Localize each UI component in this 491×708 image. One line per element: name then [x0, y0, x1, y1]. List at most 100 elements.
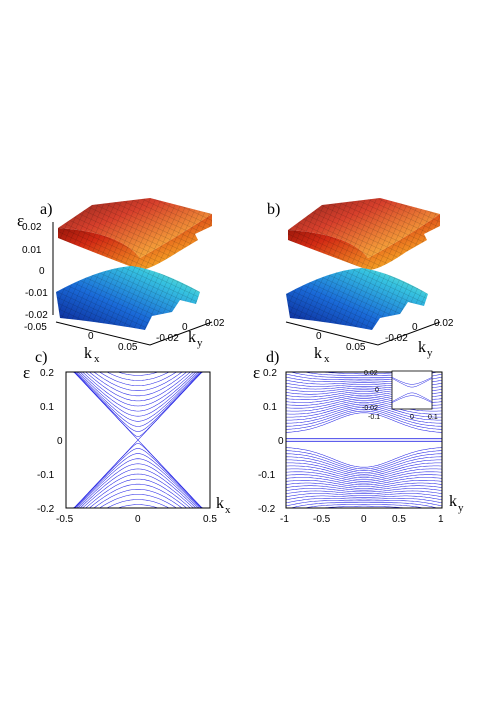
inset-bands	[391, 377, 433, 403]
band-line	[285, 447, 443, 468]
chart-d-xtick: 0	[361, 514, 367, 525]
band-line	[285, 482, 443, 489]
chart-d-ytick: 0.2	[263, 368, 277, 379]
chart-d-xtick: 1	[438, 514, 444, 525]
band-line	[286, 405, 442, 421]
band-line	[66, 371, 210, 417]
band-line	[285, 474, 443, 484]
band-line	[286, 403, 442, 418]
surface-b-upper-mesh	[288, 214, 440, 270]
chart-d-xticks: -1 -0.5 0 0.5 1	[280, 514, 444, 525]
surface-a-zticks: 0.02 0.01 0 -0.01 -0.02	[22, 222, 48, 321]
chart-d-xtick: -0.5	[313, 514, 331, 525]
surface-a-upper-back-mesh	[58, 198, 212, 258]
surface-b-ylabel-sub: y	[427, 347, 433, 359]
inset-xtick: 0	[410, 414, 414, 421]
panel-c-label: c)	[35, 349, 47, 366]
surface-b-upper-back-mesh	[288, 198, 440, 258]
inset-band-line	[391, 395, 433, 403]
surface-a-xtick: 0.05	[118, 342, 138, 353]
band-line	[285, 480, 443, 487]
band-line	[285, 410, 443, 430]
inset-band-line	[391, 377, 433, 385]
band-line	[285, 409, 443, 427]
surface-a-ztick: 0	[39, 266, 45, 277]
surface-a-ztick: 0.02	[22, 222, 42, 233]
band-line	[66, 371, 210, 437]
band-line	[285, 485, 443, 491]
panel-c: c) ε 0.2 0.1 0 -0.1 -0.2 -0.5 0 0.5 k x	[23, 349, 231, 525]
band-line	[66, 478, 210, 509]
chart-c-ytick: -0.2	[37, 504, 55, 515]
inset-xtick: 0.1	[428, 414, 438, 421]
chart-d-xlabel: k	[449, 493, 457, 510]
surface-a-xtick: 0	[88, 331, 94, 342]
surface-b-xlabel-sub: x	[324, 353, 330, 365]
surface-b-base-axes	[285, 321, 441, 346]
band-line	[285, 493, 443, 498]
inset-ytick: 0	[375, 387, 379, 394]
band-line	[286, 459, 442, 475]
band-line	[286, 456, 442, 473]
band-line	[285, 500, 443, 507]
band-line	[66, 448, 210, 509]
band-line	[285, 453, 443, 471]
panel-d-label: d)	[266, 349, 279, 366]
band-line	[285, 468, 443, 480]
band-line	[66, 371, 210, 407]
chart-d-ytick: -0.1	[258, 470, 276, 481]
band-line	[285, 488, 443, 493]
chart-c-xtick: 0.5	[203, 514, 217, 525]
panel-d: d) ε 0.2 0.1 0 -0.1 -0.2 -1 -0.5 0 0.5 1…	[253, 349, 464, 525]
chart-c-ytick: -0.1	[37, 470, 55, 481]
surface-a-base-axes	[55, 321, 213, 346]
band-line	[66, 458, 210, 509]
band-line	[66, 473, 210, 509]
surface-b-yticks: -0.02 0 0.02	[385, 318, 454, 344]
band-line	[286, 504, 442, 509]
chart-d-xtick: -1	[280, 514, 289, 525]
band-line	[66, 371, 210, 412]
surface-b-xticks: 0 0.05	[316, 331, 366, 353]
band-line	[286, 407, 442, 424]
surface-a-ztick: -0.01	[25, 288, 48, 299]
band-line	[66, 468, 210, 509]
surface-b-ytick: -0.02	[385, 333, 408, 344]
chart-c-xlabel: k	[216, 495, 224, 512]
band-line	[66, 371, 210, 422]
chart-c-xtick: 0	[135, 514, 141, 525]
surface-a-ylabel-sub: y	[197, 337, 203, 349]
surface-a-ytick: 0	[182, 322, 188, 333]
surface-a-zlabel: ε	[17, 211, 24, 230]
surface-a-upper-mesh	[58, 214, 212, 270]
chart-d-yticks: 0.2 0.1 0 -0.1 -0.2	[258, 368, 284, 515]
chart-d-xlabel-sub: y	[458, 502, 464, 514]
band-line	[286, 401, 442, 415]
chart-d-frame	[285, 371, 443, 509]
chart-d-ylabel: ε	[253, 363, 260, 382]
inset-xtick: -0.1	[368, 414, 380, 421]
surface-b-ytick: 0.02	[434, 318, 454, 329]
chart-c-bands	[66, 371, 210, 509]
surface-b-ylabel: k	[418, 339, 426, 356]
surface-a-xtick: -0.05	[24, 322, 47, 333]
chart-c-xticks: -0.5 0 0.5	[56, 514, 217, 525]
surface-b-lower-mesh	[286, 268, 428, 330]
chart-d-inset: 0.02 0 -0.02 -0.1 0 0.1	[362, 370, 438, 421]
band-line	[286, 465, 442, 479]
band-line	[285, 412, 443, 433]
band-line	[285, 490, 443, 494]
band-line	[66, 371, 210, 402]
surface-a-xlabel-sub: x	[94, 353, 100, 365]
inset-band-line	[391, 392, 433, 403]
panel-a: a) ε 0.02 0.01 0 -0.01 -0.02 -0.05 0 0.0…	[17, 198, 225, 365]
panel-a-label: a)	[40, 201, 52, 218]
surface-a-lower-mesh	[56, 266, 200, 330]
band-line	[285, 450, 443, 470]
chart-c-ytick: 0.2	[40, 368, 54, 379]
chart-d-xtick: 0.5	[392, 514, 406, 525]
chart-d-ytick: -0.2	[258, 504, 276, 515]
band-line	[66, 443, 210, 509]
band-line	[66, 463, 210, 509]
